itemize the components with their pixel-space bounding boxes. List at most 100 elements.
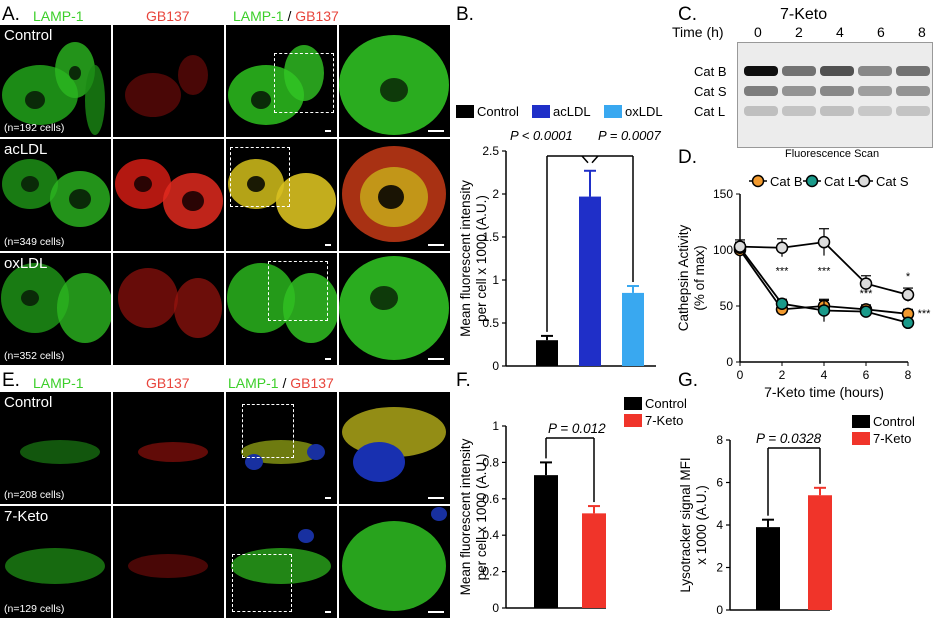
scale-bar — [428, 244, 444, 246]
legend-item-oxldl: oxLDL — [604, 104, 663, 119]
point-cat-l — [859, 305, 873, 318]
y-tick-label: 6 — [716, 476, 723, 490]
micrograph-a-control-lamp1: Control (n=192 cells) — [0, 25, 111, 137]
legend-label: Cat S — [876, 174, 909, 189]
micrograph-a-acldl-zoom — [339, 139, 450, 251]
scale-bar — [325, 130, 331, 132]
legend-item-control: Control — [852, 414, 915, 429]
micrograph-e-control-merge — [226, 392, 337, 504]
micrograph-e-control-lamp1: Control (n=208 cells) — [0, 392, 111, 504]
micrograph-a-control-zoom — [339, 25, 450, 137]
bar-control — [756, 527, 780, 610]
gel-band — [896, 106, 930, 116]
y-axis-label-line2: per cell x 1000 (A.U.) — [474, 195, 489, 322]
scale-bar — [428, 497, 444, 499]
point-cat-s — [859, 277, 873, 290]
sig-bracket-leg — [581, 155, 589, 164]
blot-caption: Fluorescence Scan — [785, 148, 880, 160]
zoom-box-e-7keto — [232, 554, 292, 612]
y-tick-label: 50 — [720, 299, 734, 313]
micrograph-a-acldl-gb137 — [113, 139, 224, 251]
cell-count-oxldl: (n=352 cells) — [4, 350, 65, 362]
sig-stars: * — [906, 271, 911, 283]
x-tick-label: 0 — [737, 368, 744, 382]
p-value: P = 0.0328 — [756, 431, 822, 446]
micrograph-e-7keto-zoom — [339, 506, 450, 618]
micrograph-a-oxldl-gb137 — [113, 253, 224, 365]
legend-swatch — [852, 432, 870, 445]
x-tick-label: 6 — [863, 368, 870, 382]
gel-band — [782, 86, 816, 96]
gel-band — [820, 106, 854, 116]
legend-swatch — [456, 105, 474, 118]
zoom-box-a-control — [274, 53, 334, 113]
legend-item-7keto: 7-Keto — [852, 431, 915, 446]
gel-band — [744, 106, 778, 116]
merge-gb-label: GB137 — [295, 8, 339, 24]
gel-band — [858, 106, 892, 116]
gel-band — [744, 66, 778, 76]
gel-image — [737, 42, 933, 148]
legend-label: Cat B — [770, 174, 803, 189]
row-label-acldl: acLDL — [4, 141, 48, 158]
y-tick-label: 2.5 — [482, 144, 499, 158]
zoom-box-a-acldl — [230, 147, 290, 207]
y-tick-label: 2 — [492, 187, 499, 201]
legend-marker — [805, 174, 819, 188]
y-tick-label: 1.5 — [482, 230, 499, 244]
bar-oxldl — [622, 292, 644, 366]
micrograph-a-control-merge — [226, 25, 337, 137]
panel-a-header-gb137: GB137 — [146, 8, 190, 24]
scale-bar — [428, 130, 444, 132]
y-tick-label: 0.2 — [482, 565, 499, 579]
micrograph-a-oxldl-zoom — [339, 253, 450, 365]
blot-title: 7-Keto — [780, 6, 828, 23]
blot-time-2: 2 — [795, 24, 803, 40]
y-tick-label: 100 — [713, 243, 733, 257]
x-tick-label: 8 — [905, 368, 912, 382]
micrograph-e-7keto-gb137 — [113, 506, 224, 618]
panel-e-header-lamp1: LAMP-1 — [33, 375, 84, 391]
y-tick-label: 0.8 — [482, 455, 499, 469]
scale-bar — [325, 358, 331, 360]
point-cat-l — [901, 316, 915, 330]
panel-e-header-gb137: GB137 — [146, 375, 190, 391]
bar-control — [536, 340, 558, 366]
y-tick-label: 0.4 — [482, 528, 499, 542]
p-value-1: P < 0.0001 — [510, 128, 573, 143]
p-value: P = 0.012 — [548, 421, 606, 436]
y-axis-label-line1: Mean fluorescent intensity — [458, 180, 473, 337]
legend-item-control: Control — [624, 396, 687, 411]
panel-b-chart: 0 0.5 1 1.5 2 2.5 Mean fluorescent intensity pe… — [458, 128, 662, 370]
point-cat-s — [901, 288, 915, 302]
row-label-e-control: Control — [4, 394, 53, 411]
bar-control — [534, 475, 558, 608]
blot-time-6: 6 — [877, 24, 885, 40]
legend-item-control: Control — [456, 104, 519, 119]
blot-time-0: 0 — [754, 24, 762, 40]
gel-band — [820, 66, 854, 76]
zoom-box-e-control — [242, 404, 294, 458]
point-cat-l — [775, 297, 789, 311]
merge-lamp-label: LAMP-1 — [228, 375, 279, 391]
y-axis-label-line1: Mean fluorescent intensity — [458, 438, 473, 595]
panel-a-letter: A. — [2, 4, 20, 25]
legend-item-acldl: acLDL — [532, 104, 591, 119]
bar-7-keto — [808, 495, 832, 610]
merge-gb-label: GB137 — [290, 375, 334, 391]
panel-b-legend: Control acLDL oxLDL — [456, 104, 686, 120]
p-value-2: P = 0.0007 — [598, 128, 662, 143]
legend-swatch — [532, 105, 550, 118]
y-axis-label-line2: (% of max) — [692, 245, 707, 310]
row-label-oxldl: oxLDL — [4, 255, 48, 272]
x-tick-label: 4 — [821, 368, 828, 382]
scale-bar — [428, 611, 444, 613]
panel-b-letter: B. — [456, 4, 474, 25]
sig-stars: *** — [918, 308, 932, 320]
y-tick-label: 1 — [492, 273, 499, 287]
micrograph-e-control-zoom — [339, 392, 450, 504]
y-tick-label: 0.6 — [482, 492, 499, 506]
cell-count-control: (n=192 cells) — [4, 122, 65, 134]
gel-band — [858, 66, 892, 76]
micrograph-a-acldl-lamp1: acLDL (n=349 cells) — [0, 139, 111, 251]
